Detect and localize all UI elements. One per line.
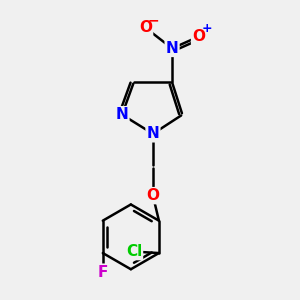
Text: O: O (146, 188, 159, 203)
Text: Cl: Cl (126, 244, 142, 259)
Text: −: − (147, 14, 159, 27)
Text: N: N (116, 107, 128, 122)
Text: O: O (192, 29, 205, 44)
Text: +: + (201, 22, 212, 35)
Text: N: N (166, 41, 178, 56)
Text: O: O (139, 20, 152, 35)
Text: F: F (98, 265, 108, 280)
Text: N: N (147, 126, 159, 141)
